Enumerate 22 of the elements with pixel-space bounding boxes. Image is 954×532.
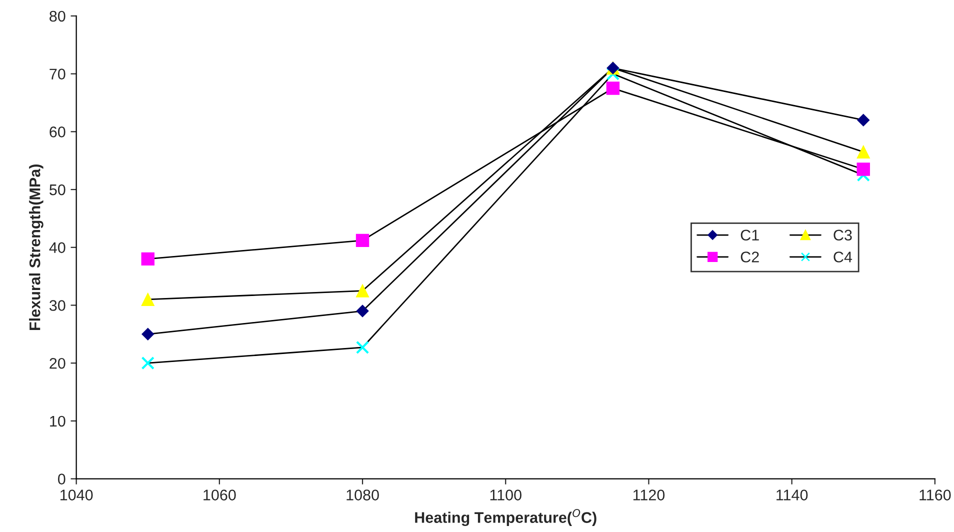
y-tick-label: 40 — [49, 242, 66, 254]
y-tick-label: 20 — [50, 358, 66, 369]
y-tick-label: 50 — [50, 184, 66, 196]
y-tick-label: 80 — [50, 10, 66, 22]
y-tick-label: 10 — [50, 416, 66, 427]
x-tick-label: 1060 — [204, 490, 236, 500]
y-tick-label: 70 — [50, 68, 66, 80]
y-tick-label: 0 — [58, 474, 66, 484]
x-tick-label: 1100 — [490, 490, 522, 500]
x-tick-label: 1160 — [920, 490, 951, 500]
legend-label: C3 — [834, 230, 852, 241]
x-tick-label: 1140 — [776, 490, 808, 500]
x-tick-label: 1080 — [346, 490, 379, 500]
legend-label: C4 — [834, 252, 852, 262]
y-tick-label: 60 — [50, 126, 66, 138]
legend-label: C1 — [740, 230, 759, 241]
y-tick-label: 30 — [49, 300, 66, 311]
x-tick-label: 1040 — [60, 490, 93, 500]
x-tick-label: 1120 — [633, 490, 665, 500]
y-axis-title: Flexural Strength(MPa) — [29, 164, 44, 330]
legend-label: C2 — [740, 252, 759, 262]
x-axis-title: Heating Temperature($^{O}$C) — [415, 509, 596, 526]
